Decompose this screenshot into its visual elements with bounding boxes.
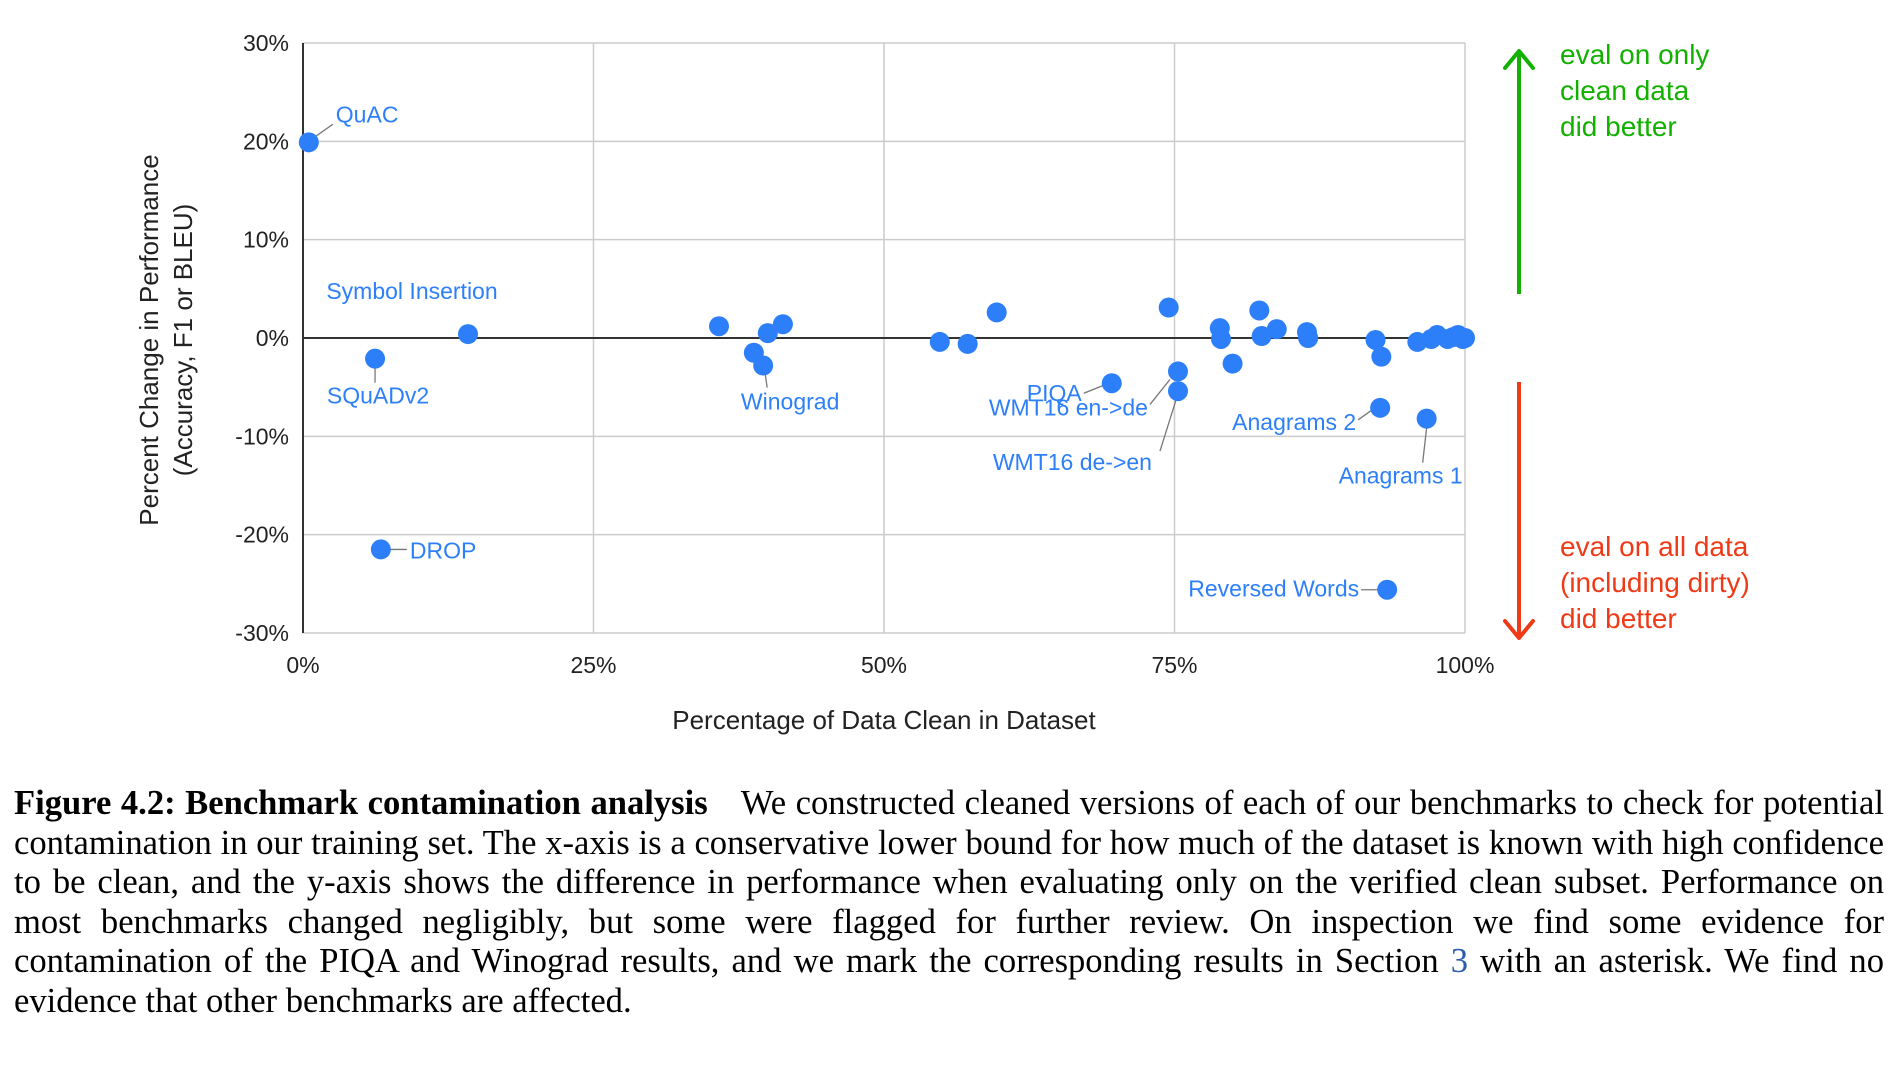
annotation-clean-text: did better bbox=[1560, 111, 1677, 142]
leader-line bbox=[1159, 399, 1177, 452]
data-point bbox=[1377, 579, 1398, 600]
data-point bbox=[772, 314, 793, 335]
data-label: PIQA bbox=[1027, 380, 1083, 406]
caption-text-before-ref: We constructed cleaned versions of each … bbox=[14, 784, 1884, 980]
data-label: WMT16 en->de bbox=[989, 394, 1148, 420]
data-point bbox=[1222, 353, 1243, 374]
y-tick-label: 30% bbox=[243, 30, 289, 56]
data-point bbox=[1365, 329, 1386, 350]
arrow-up-icon bbox=[1503, 49, 1535, 70]
data-label: Reversed Words bbox=[1188, 576, 1359, 602]
data-label: Anagrams 2 bbox=[1232, 409, 1356, 435]
data-point bbox=[370, 539, 391, 560]
data-label: SQuADv2 bbox=[327, 383, 429, 409]
x-tick-label: 100% bbox=[1436, 652, 1495, 678]
data-point bbox=[1167, 361, 1188, 382]
annotation-clean-text: clean data bbox=[1560, 75, 1690, 106]
data-point bbox=[957, 333, 978, 354]
data-point bbox=[1167, 381, 1188, 402]
section-reference-link[interactable]: 3 bbox=[1450, 942, 1469, 980]
y-axis-title: Percent Change in Performance (Accuracy, … bbox=[134, 154, 198, 525]
point-labels: QuAC Symbol Insertion SQuADv2 DROP Winograd P… bbox=[326, 101, 1462, 601]
y-axis-title-line: (Accuracy, F1 or BLEU) bbox=[168, 204, 198, 477]
data-point bbox=[1455, 328, 1475, 348]
grid-lines bbox=[303, 42, 1466, 634]
x-axis-title: Percentage of Data Clean in Dataset bbox=[672, 705, 1096, 735]
annotation-dirty-text: eval on all data bbox=[1560, 531, 1749, 562]
data-point bbox=[1249, 300, 1270, 321]
data-point bbox=[986, 302, 1007, 323]
y-tick-label: 0% bbox=[256, 325, 289, 351]
annotation-dirty-text: (including dirty) bbox=[1560, 567, 1750, 598]
data-label: QuAC bbox=[336, 101, 399, 127]
data-point bbox=[1298, 328, 1319, 348]
y-tick-label: 10% bbox=[243, 227, 289, 253]
data-point bbox=[1370, 397, 1391, 418]
x-tick-label: 50% bbox=[861, 652, 907, 678]
annotation-clean-text: eval on only bbox=[1560, 39, 1709, 70]
data-label: Anagrams 1 bbox=[1339, 463, 1463, 489]
annotation-dirty-text: did better bbox=[1560, 603, 1677, 634]
leader-line bbox=[764, 373, 768, 388]
label-leader-lines bbox=[312, 123, 1428, 591]
axis-titles: Percentage of Data Clean in Dataset Perce… bbox=[134, 154, 1097, 735]
tick-labels: 30% 20% 10% 0% -10% -20% -30% 0% 25% 50% 75% 100% bbox=[235, 30, 1494, 678]
data-point bbox=[1210, 328, 1231, 349]
data-point bbox=[929, 331, 950, 352]
data-label: Winograd bbox=[741, 389, 839, 415]
data-point bbox=[298, 132, 319, 153]
x-tick-label: 25% bbox=[570, 652, 616, 678]
y-tick-label: -20% bbox=[235, 522, 289, 548]
data-point bbox=[753, 355, 774, 376]
data-point bbox=[1416, 408, 1437, 429]
y-tick-label: -30% bbox=[235, 620, 289, 646]
data-point bbox=[1251, 326, 1272, 347]
figure-caption: Figure 4.2: Benchmark contamination anal… bbox=[14, 784, 1884, 1021]
data-point bbox=[1158, 297, 1179, 318]
data-point bbox=[1266, 319, 1287, 340]
x-tick-label: 0% bbox=[286, 652, 319, 678]
data-points bbox=[298, 132, 1475, 600]
caption-text-after-ref: with an asterisk. We find no evidence th… bbox=[14, 942, 1884, 1020]
data-point bbox=[1101, 373, 1122, 394]
data-label: Symbol Insertion bbox=[326, 278, 497, 304]
arrow-down-icon bbox=[1503, 619, 1535, 640]
data-point bbox=[458, 324, 479, 345]
leader-line bbox=[1357, 409, 1373, 421]
y-tick-label: -10% bbox=[235, 423, 289, 449]
data-point bbox=[757, 323, 778, 344]
data-label: DROP bbox=[410, 537, 476, 563]
leader-line bbox=[1422, 427, 1428, 463]
data-point bbox=[708, 316, 729, 337]
caption-title: Figure 4.2: Benchmark contamination anal… bbox=[14, 784, 708, 822]
data-point bbox=[1371, 346, 1392, 367]
leader-line bbox=[1083, 384, 1104, 394]
data-label: WMT16 de->en bbox=[993, 449, 1152, 475]
x-tick-label: 75% bbox=[1151, 652, 1197, 678]
y-axis-title-line: Percent Change in Performance bbox=[134, 154, 164, 525]
y-tick-label: 20% bbox=[243, 128, 289, 154]
data-point bbox=[365, 348, 386, 369]
leader-line bbox=[1149, 379, 1171, 405]
side-annotations: eval on only clean data did better eval on … bbox=[1503, 39, 1750, 640]
